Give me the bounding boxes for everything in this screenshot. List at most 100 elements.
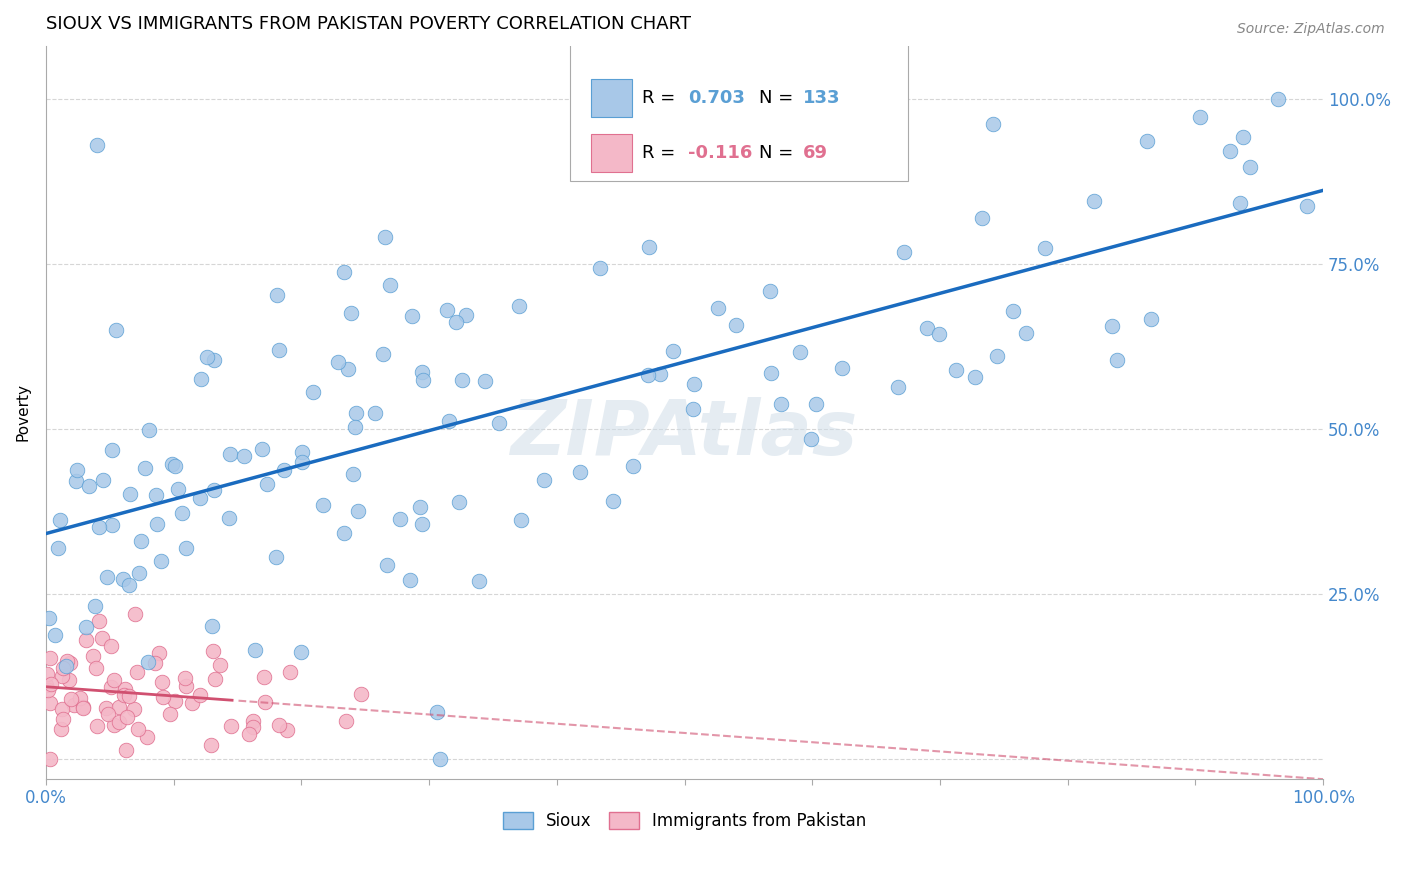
- Point: [202, 483, 225, 497]
- Point: [374, 229, 396, 244]
- Point: [174, 679, 197, 693]
- Point: [108, 715, 131, 730]
- Point: [981, 117, 1004, 131]
- Point: [163, 694, 186, 708]
- Point: [51, 668, 73, 682]
- Point: [454, 308, 477, 322]
- Point: [1083, 194, 1105, 208]
- Point: [1002, 304, 1025, 318]
- Point: [89, 520, 111, 534]
- Point: [52, 712, 75, 726]
- Point: [96, 569, 118, 583]
- Point: [363, 406, 385, 420]
- Point: [401, 309, 423, 323]
- Point: [290, 645, 312, 659]
- Point: [254, 695, 277, 709]
- Point: [69, 690, 91, 705]
- Point: [245, 642, 267, 657]
- Point: [39, 650, 62, 665]
- Point: [343, 420, 366, 434]
- Point: [72, 700, 94, 714]
- Point: [371, 347, 394, 361]
- Point: [1296, 199, 1319, 213]
- Point: [429, 752, 451, 766]
- Point: [46, 541, 69, 556]
- Point: [449, 495, 471, 509]
- Point: [800, 432, 823, 446]
- Text: ZIPAtlas: ZIPAtlas: [510, 397, 858, 471]
- Point: [219, 447, 242, 461]
- Point: [65, 475, 87, 489]
- Point: [101, 442, 124, 457]
- Point: [945, 363, 967, 377]
- Point: [340, 306, 363, 320]
- Point: [621, 459, 644, 474]
- Point: [696, 95, 718, 109]
- Point: [149, 554, 172, 568]
- Point: [533, 473, 555, 487]
- Point: [122, 701, 145, 715]
- Point: [1239, 161, 1261, 175]
- Point: [39, 752, 62, 766]
- Point: [758, 284, 780, 298]
- Point: [437, 413, 460, 427]
- Legend: Sioux, Immigrants from Pakistan: Sioux, Immigrants from Pakistan: [496, 805, 873, 837]
- Point: [468, 574, 491, 588]
- Point: [37, 682, 59, 697]
- Text: Source: ZipAtlas.com: Source: ZipAtlas.com: [1237, 22, 1385, 37]
- Point: [75, 620, 97, 634]
- Point: [94, 701, 117, 715]
- Point: [332, 264, 354, 278]
- Point: [588, 260, 610, 275]
- Point: [337, 361, 360, 376]
- Point: [662, 344, 685, 359]
- Point: [569, 466, 592, 480]
- Point: [219, 718, 242, 732]
- Point: [769, 397, 792, 411]
- Point: [970, 211, 993, 225]
- Point: [84, 599, 107, 613]
- Point: [55, 654, 77, 668]
- Point: [127, 665, 149, 679]
- Point: [375, 558, 398, 573]
- Point: [159, 706, 181, 721]
- Point: [389, 512, 412, 526]
- Point: [1015, 326, 1038, 340]
- Point: [273, 463, 295, 477]
- Text: R =: R =: [643, 89, 682, 107]
- Point: [138, 423, 160, 437]
- Point: [200, 738, 222, 752]
- Point: [408, 500, 430, 514]
- Point: [75, 632, 97, 647]
- Point: [152, 690, 174, 705]
- Point: [100, 681, 122, 695]
- Point: [1232, 130, 1254, 145]
- Point: [683, 376, 706, 391]
- Point: [145, 516, 167, 531]
- Point: [101, 517, 124, 532]
- Point: [188, 688, 211, 702]
- Point: [86, 137, 108, 152]
- Point: [380, 278, 402, 293]
- Point: [350, 687, 373, 701]
- Point: [37, 611, 59, 625]
- Point: [291, 444, 314, 458]
- Point: [84, 661, 107, 675]
- Point: [326, 354, 349, 368]
- Point: [62, 698, 84, 713]
- Point: [278, 665, 301, 680]
- Point: [58, 673, 80, 688]
- Point: [312, 498, 335, 512]
- Point: [1101, 319, 1123, 334]
- Point: [197, 350, 219, 364]
- Point: [267, 343, 290, 357]
- Text: SIOUX VS IMMIGRANTS FROM PAKISTAN POVERTY CORRELATION CHART: SIOUX VS IMMIGRANTS FROM PAKISTAN POVERT…: [46, 15, 690, 33]
- Point: [759, 366, 782, 380]
- FancyBboxPatch shape: [592, 134, 633, 172]
- Text: 133: 133: [803, 89, 841, 107]
- Text: N =: N =: [759, 144, 799, 162]
- Point: [1135, 134, 1157, 148]
- Point: [145, 488, 167, 502]
- Point: [347, 504, 370, 518]
- Point: [49, 723, 72, 737]
